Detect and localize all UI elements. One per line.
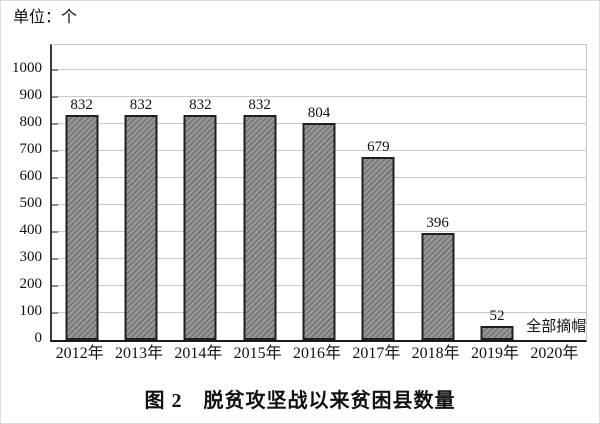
y-tick-700 [52, 149, 58, 152]
column-2013年: 832 [111, 45, 170, 340]
y-axis-label-400: 400 [19, 222, 43, 238]
bar-value-2018年: 396 [426, 215, 449, 232]
y-axis-label-0: 0 [34, 330, 43, 346]
column-2016年: 804 [289, 45, 348, 340]
column-2020年: 全部摘帽 [526, 45, 587, 340]
bar-2019年 [480, 325, 514, 340]
y-axis-label-500: 500 [19, 195, 43, 211]
x-axis-label-2015年: 2015年 [233, 345, 282, 362]
bar-value-2016年: 804 [307, 104, 331, 121]
x-axis-label-2012年: 2012年 [55, 345, 104, 362]
x-axis-label-2017年: 2017年 [352, 345, 401, 362]
bar-2013年 [124, 115, 158, 340]
y-axis-label-700: 700 [19, 141, 43, 157]
x-axis-label-2020年: 2020年 [530, 345, 579, 362]
y-axis-label-200: 200 [19, 276, 43, 292]
bar-value-2015年: 832 [248, 97, 271, 114]
bar-2015年 [243, 115, 277, 340]
column-2015年: 832 [230, 45, 289, 340]
bar-value-2014年: 832 [189, 97, 212, 114]
y-tick-900 [52, 95, 58, 98]
column-2014年: 832 [171, 45, 230, 340]
y-tick-500 [52, 203, 58, 206]
figure-caption: 图 2 脱贫攻坚战以来贫困县数量 [144, 390, 456, 412]
bar-value-2017年: 679 [367, 138, 390, 155]
bar-value-2013年: 832 [129, 97, 153, 114]
x-axis-label-2014年: 2014年 [174, 345, 223, 362]
y-tick-200 [52, 284, 58, 287]
x-axis-label-2016年: 2016年 [292, 345, 341, 362]
y-axis-label-1000: 1000 [12, 60, 42, 76]
bar-2018年 [421, 233, 455, 340]
y-axis-label-300: 300 [19, 249, 43, 265]
y-axis-label-100: 100 [19, 303, 43, 319]
y-tick-300 [52, 257, 58, 260]
x-axis-label-2013年: 2013年 [114, 345, 163, 362]
gridline-900 [52, 96, 586, 97]
bar-value-2019年: 52 [489, 307, 505, 324]
bar-value-2012年: 832 [70, 97, 93, 114]
bar-2017年 [361, 156, 395, 340]
y-tick-600 [52, 176, 58, 179]
y-tick-800 [52, 122, 58, 125]
bar-2016年 [302, 122, 336, 340]
y-tick-100 [52, 311, 58, 314]
unit-label: 单位：个 [13, 9, 78, 26]
plot-area: 832 832 832 832 804 679 396 52 全部摘帽 [50, 44, 587, 342]
column-2017年: 679 [349, 45, 408, 340]
bar-2014年 [183, 115, 217, 340]
y-tick-1000 [52, 68, 58, 71]
column-2019年: 52 [467, 45, 526, 340]
y-axis-label-900: 900 [19, 87, 43, 103]
x-axis-label-2018年: 2018年 [411, 345, 460, 362]
column-2012年: 832 [52, 45, 111, 340]
y-tick-400 [52, 230, 58, 233]
y-axis-label-600: 600 [19, 168, 43, 184]
annotation-2020年: 全部摘帽 [526, 319, 587, 335]
column-2018年: 396 [408, 45, 467, 340]
y-axis-label-800: 800 [19, 114, 43, 130]
x-axis-label-2019年: 2019年 [470, 345, 519, 362]
bar-2012年 [65, 115, 99, 340]
gridline-1000 [52, 69, 586, 70]
